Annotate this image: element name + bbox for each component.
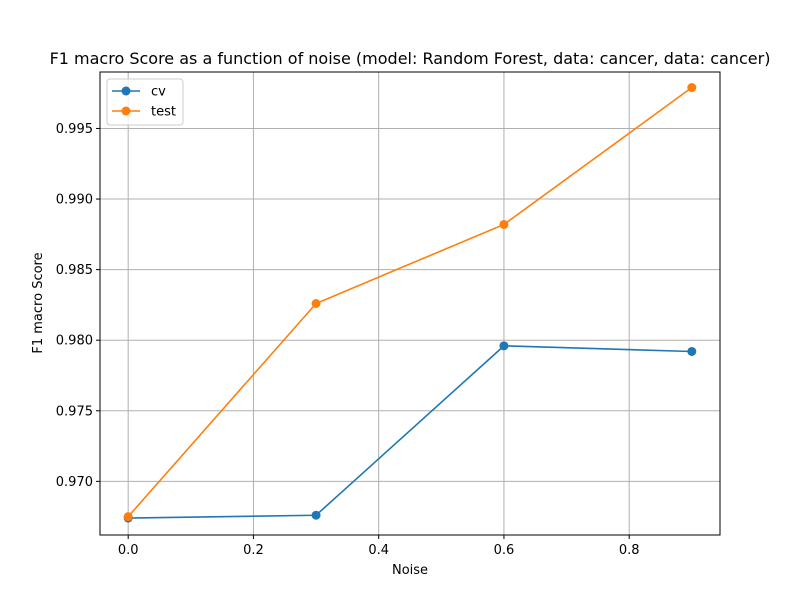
legend-label-cv: cv (151, 85, 166, 100)
series-line-test (127, 86, 693, 518)
legend: cv test (106, 78, 184, 126)
y-tick-label: 0.985 (56, 263, 93, 278)
grid (100, 72, 720, 535)
x-axis-label: Noise (392, 563, 428, 578)
data-point-test (499, 219, 509, 229)
x-tick-label: 0.8 (619, 543, 640, 558)
x-tick-label: 0.4 (368, 543, 389, 558)
data-point-test (687, 83, 697, 93)
legend-label-test: test (151, 105, 176, 120)
series-line-cv (128, 345, 692, 519)
plot-frame (99, 71, 721, 536)
data-point-test (123, 512, 133, 522)
y-axis-label: F1 macro Score (31, 252, 46, 353)
chart-title: F1 macro Score as a function of noise (m… (50, 49, 771, 68)
y-tick-label: 0.980 (56, 334, 93, 349)
y-tick-label: 0.990 (56, 193, 93, 208)
y-tick-label: 0.995 (56, 122, 93, 137)
data-point-cv (687, 346, 697, 356)
data-point-cv (499, 341, 509, 351)
series-layer (123, 83, 697, 523)
data-point-test (311, 299, 321, 308)
x-tick-label: 0.2 (243, 543, 264, 558)
y-tick-label: 0.975 (56, 404, 93, 419)
x-tick-label: 0.6 (494, 543, 515, 558)
legend-marker-test (121, 106, 131, 116)
data-point-cv (311, 510, 321, 520)
tick-layer: 0.0 0.2 0.4 0.6 0.8 0.970 0.975 0.980 0.985 0.990… (56, 122, 640, 558)
x-tick-label: 0.0 (118, 543, 139, 558)
legend-marker-cv (121, 86, 131, 96)
y-tick-label: 0.970 (56, 475, 93, 490)
